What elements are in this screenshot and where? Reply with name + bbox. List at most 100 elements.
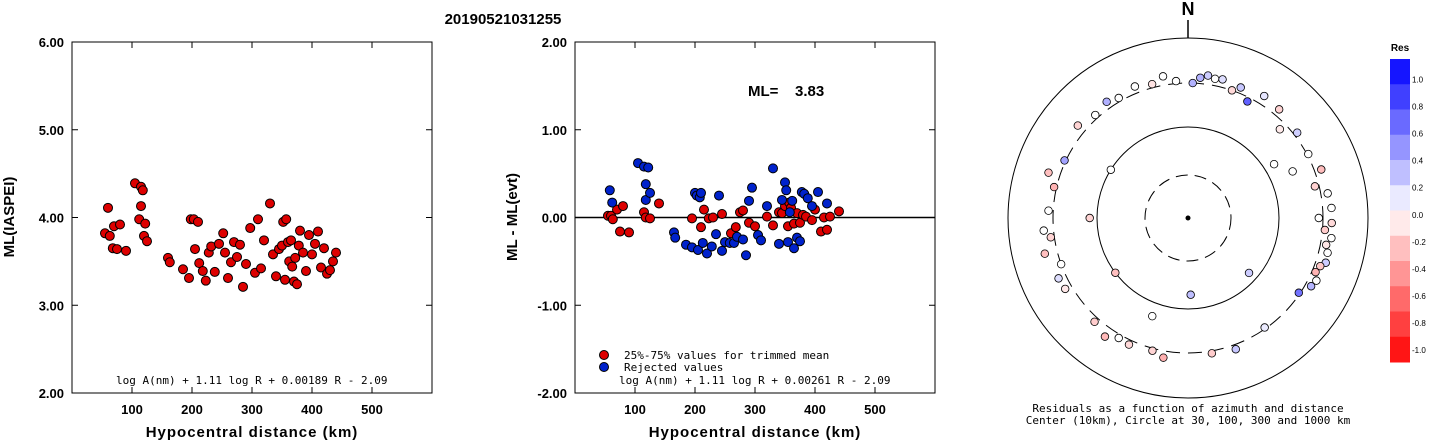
station-residual-marker [1102,97,1111,107]
residual-data-point [696,222,706,233]
station-residual-marker [1114,93,1123,103]
residual-data-point [738,234,748,245]
residual-data-point [717,245,727,256]
magnitude-data-point [286,235,296,246]
azimuth-points [1039,71,1336,362]
north-label: N [1182,0,1195,19]
magnitude-data-point [104,230,115,241]
station-residual-marker [1090,317,1099,327]
station-residual-marker [1060,156,1069,165]
residual-data-point [825,211,835,222]
magnitude-plot-frame [71,41,433,394]
ring-1000km [1007,37,1369,399]
residual-data-point [807,215,817,226]
magnitude-data-point [190,244,200,255]
colorbar-block [1390,286,1410,312]
station-residual-marker [1260,91,1269,101]
station-residual-marker [1274,105,1284,114]
residual-data-point [711,229,721,240]
station-residual-marker [1323,248,1332,257]
station-residual-marker [1314,213,1323,223]
station-residual-marker [1321,240,1331,250]
residual-data-point [787,195,798,206]
colorbar-tick-label: -0.4 [1412,265,1426,274]
azimuth-caption-line1: Residuals as a function of azimuth and d… [1032,402,1343,415]
station-residual-marker [1196,73,1205,82]
magnitude-data-point [241,259,251,270]
residual-data-point [607,214,618,225]
event-title: 20190521031255 [445,11,562,28]
station-residual-marker [1316,261,1325,271]
residual-data-point [654,198,664,209]
magnitude-data-point [214,238,224,249]
station-residual-marker [1111,268,1120,277]
residual-panel: -2.00 -1.00 0.00 1.00 2.00 100 200 300 400 500 M… [504,35,936,441]
ring-300km [1052,82,1324,354]
residual-data-point [774,238,784,249]
magnitude-x-ticks: 100 200 300 400 500 [121,42,383,417]
magnitude-data-point [164,257,175,268]
ml-label: ML= [748,83,779,100]
magnitude-data-point [307,249,317,260]
epicenter-marker [1185,215,1191,221]
magnitude-x-axis-label: Hypocentral distance (km) [146,424,359,441]
station-residual-marker [1327,233,1336,243]
station-residual-marker [1304,149,1313,159]
magnitude-data-point [115,219,125,230]
colorbar-tick-label: 0.8 [1412,103,1424,112]
colorbar-block [1390,84,1410,110]
magnitude-y-ticks: 2.00 3.00 4.00 5.00 6.00 [39,35,432,401]
station-residual-marker [1044,206,1053,215]
magnitude-data-point [331,247,341,258]
magnitude-data-point [197,266,208,277]
residual-data-point [768,220,778,231]
magnitude-panel: 2.00 3.00 4.00 5.00 6.00 100 200 300 400 500 log… [1,35,433,441]
magnitude-data-point [142,236,152,247]
magnitude-y-tick-label: 4.00 [39,211,64,226]
residual-data-point [802,193,813,204]
station-residual-marker [1218,75,1227,84]
magnitude-data-point [280,274,290,285]
residual-data-point [784,207,795,218]
residual-data-point [741,250,751,261]
magnitude-data-point [298,247,308,258]
residual-y-tick-label: 2.00 [542,35,567,50]
magnitude-formula: log A(nm) + 1.11 log R + 0.00189 R - 2.0… [116,374,388,387]
magnitude-data-point [328,256,338,267]
residual-data-point [822,224,832,235]
magnitude-data-point [292,279,302,290]
station-residual-marker [1207,349,1217,358]
magnitude-data-point [121,245,131,256]
magnitude-y-tick-label: 2.00 [39,386,64,401]
colorbar-title: Res [1391,43,1410,54]
colorbar-tick-label: -0.8 [1412,319,1426,328]
colorbar-block [1390,336,1410,363]
station-residual-marker [1148,346,1157,355]
colorbar-block [1390,134,1410,161]
magnitude-data-point [103,202,113,213]
colorbar-block [1390,160,1410,186]
residual-data-point [607,197,618,208]
colorbar-tick-label: 0.2 [1412,184,1424,193]
station-residual-marker [1227,86,1237,95]
residual-data-point [762,201,772,212]
residual-y-axis-label: ML - ML(evt) [504,173,521,261]
magnitude-data-point [220,247,230,258]
residual-data-point [813,187,823,198]
residual-points [603,158,844,261]
colorbar-tick-label: 1.0 [1412,76,1424,85]
residual-data-point [738,205,748,216]
station-residual-marker [1310,182,1320,191]
station-residual-marker [1236,83,1245,92]
magnitude-x-tick-label: 500 [361,402,383,417]
residual-data-point [822,198,832,209]
residual-data-point [807,201,817,212]
station-residual-marker [1073,121,1083,130]
magnitude-y-tick-label: 5.00 [39,123,64,138]
colorbar-tick-label: 0.6 [1412,130,1424,139]
station-residual-marker [1039,226,1048,235]
residual-x-ticks: 100 200 300 400 500 [624,42,886,417]
residual-data-point [789,243,799,254]
residual-data-point [783,237,793,248]
residual-data-point [708,212,718,223]
